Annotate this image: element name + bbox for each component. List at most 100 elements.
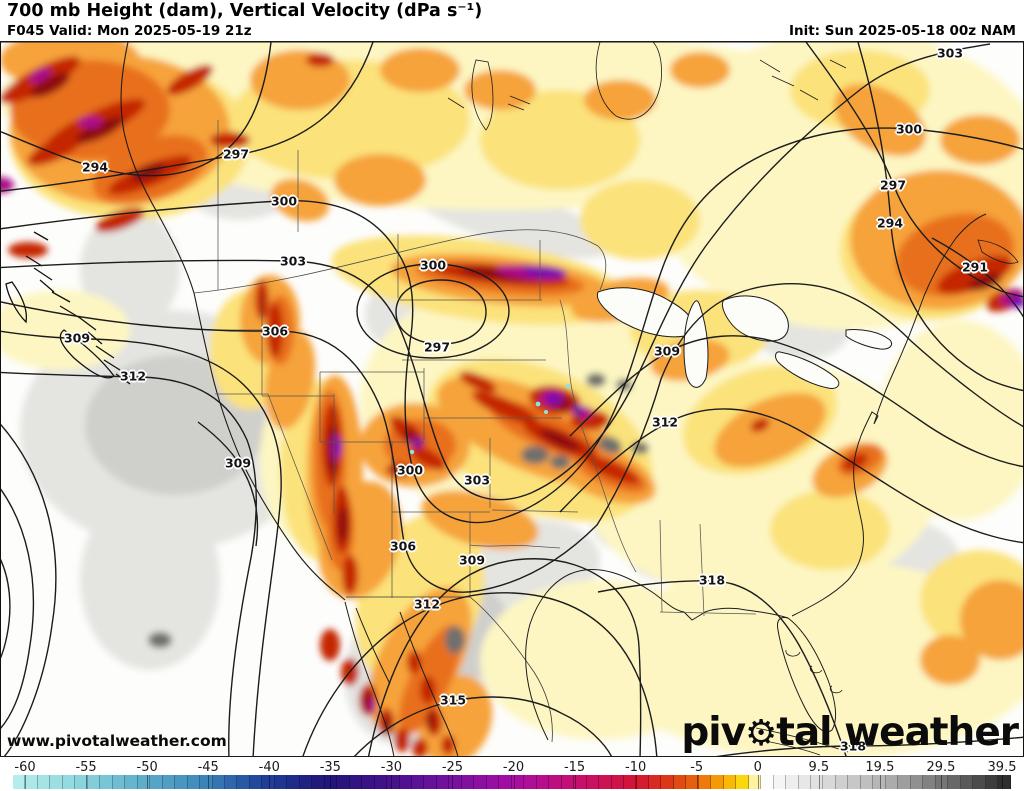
colorbar-tick-mark <box>513 775 515 789</box>
colorbar-cell <box>62 775 76 789</box>
logo-text-2: tal weather <box>776 710 1019 755</box>
contour-318-east <box>597 580 848 757</box>
contour-309-east <box>569 335 1024 468</box>
colorbar-cell <box>13 775 26 789</box>
colorbar-tick-label: -15 <box>563 760 586 775</box>
colorbar-cell <box>948 775 961 789</box>
colorbar-cell <box>873 775 886 789</box>
colorbar-cell <box>125 775 138 789</box>
colorbar-cell <box>736 775 749 789</box>
contour-312-east <box>559 408 1024 544</box>
great-lakes <box>596 287 893 389</box>
lake-michigan <box>683 300 709 388</box>
contour-309-central <box>367 558 642 757</box>
contour-label-294: 294 <box>876 215 904 231</box>
colorbar-cell <box>100 775 113 789</box>
quebec-coast <box>759 59 847 101</box>
colorbar <box>13 775 1011 789</box>
contour-label-312: 312 <box>651 414 679 430</box>
colorbar-cell <box>312 775 325 789</box>
colorbar-cell <box>536 775 550 789</box>
colorbar-cell <box>162 775 176 789</box>
colorbar-cell <box>524 775 537 789</box>
colorbar-cell <box>449 775 462 789</box>
colorbar-tick-label: -20 <box>502 760 525 775</box>
weather-map-graphic <box>0 41 1024 757</box>
contour-315-central <box>352 696 613 757</box>
contour-312-central <box>301 592 658 757</box>
vv-extreme-specks <box>409 383 571 700</box>
contour-318-south <box>708 736 1024 757</box>
colorbar-tick-mark <box>757 775 759 789</box>
colorbar-cell <box>299 775 313 789</box>
contour-label-294: 294 <box>81 159 109 175</box>
model-init-label: Init: Sun 2025-05-18 00z NAM <box>788 23 1016 39</box>
colorbar-cell <box>137 775 151 789</box>
colorbar-cell <box>798 775 811 789</box>
contour-300-main <box>0 127 1024 524</box>
colorbar-cell <box>623 775 637 789</box>
contour-label-315: 315 <box>439 692 467 708</box>
colorbar-tick-mark <box>86 775 88 789</box>
contour-297-loop <box>395 279 487 345</box>
colorbar-cell <box>910 775 924 789</box>
colorbar-tick-mark <box>696 775 698 789</box>
contour-label-309: 309 <box>63 330 91 346</box>
colorbar-cell <box>349 775 363 789</box>
contour-label-297: 297 <box>423 339 451 355</box>
colorbar-cell <box>835 775 849 789</box>
contour-294-ne <box>857 42 1024 392</box>
contour-303 <box>0 43 991 501</box>
colorbar-cell <box>574 775 587 789</box>
contour-label-312: 312 <box>413 596 441 612</box>
contour-297-nw <box>0 42 374 192</box>
contour-label-306: 306 <box>389 538 417 554</box>
watermark: www.pivotalweather.com <box>7 732 227 750</box>
pivotal-weather-logo: piv⚙tal weather <box>681 710 1019 755</box>
colorbar-cell <box>249 775 263 789</box>
colorbar-tick-label: -60 <box>14 760 36 775</box>
bc-fjords <box>5 231 131 385</box>
colorbar-cell <box>636 775 649 789</box>
colorbar-cell <box>150 775 163 789</box>
contour-label-309: 309 <box>224 455 252 471</box>
colorbar-cell <box>923 775 936 789</box>
contour-label-309: 309 <box>458 552 486 568</box>
colorbar-tick-label: 39.5 <box>987 760 1017 775</box>
state-borders <box>205 120 757 617</box>
colorbar-cell <box>87 775 101 789</box>
colorbar-cell <box>761 775 774 789</box>
colorbar-cell <box>412 775 425 789</box>
colorbar-cell <box>661 775 674 789</box>
contour-300-loop <box>356 263 510 359</box>
contour-291-ne <box>931 237 1024 320</box>
nova-scotia <box>977 239 1019 264</box>
contour-label-306: 306 <box>261 323 289 339</box>
colorbar-cell <box>75 775 88 789</box>
colorbar-cell <box>499 775 512 789</box>
colorbar-cell <box>324 775 338 789</box>
colorbar-cell <box>885 775 899 789</box>
colorbar-tick-mark <box>879 775 881 789</box>
colorbar-cell <box>237 775 250 789</box>
contour-309-west <box>0 330 282 757</box>
contour-label-309: 309 <box>653 343 681 359</box>
contour-label-297: 297 <box>879 177 907 193</box>
colorbar-tick-mark <box>452 775 454 789</box>
colorbar-cell <box>998 775 1011 789</box>
contour-297-ne <box>805 42 1024 298</box>
colorbar-tick-mark <box>818 775 820 789</box>
contour-label-303: 303 <box>463 472 491 488</box>
colorbar-cell <box>37 775 51 789</box>
gear-icon: ⚙ <box>745 713 777 754</box>
colorbar-cell <box>175 775 188 789</box>
colorbar-cell <box>586 775 600 789</box>
contour-label-300: 300 <box>396 462 424 478</box>
colorbar-cell <box>698 775 712 789</box>
contour-309-california <box>197 421 259 547</box>
vv-fill-blobs <box>0 42 1024 757</box>
james-bay <box>595 42 662 120</box>
colorbar-cell <box>973 775 986 789</box>
logo-text-1: piv <box>681 710 746 755</box>
